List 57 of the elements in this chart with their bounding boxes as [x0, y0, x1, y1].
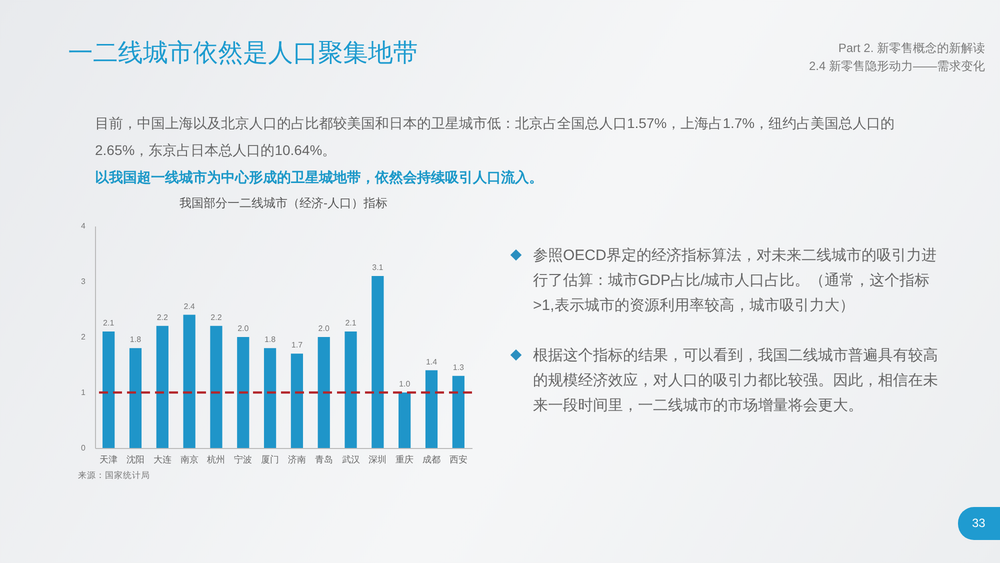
- x-tick-label: 西安: [449, 454, 468, 464]
- bar: [425, 370, 438, 448]
- y-tick-label: 1: [81, 388, 86, 397]
- text: 目前，中国上海以及北京人口的占比都较美国和日本的卫星城市低：北京占全国总人口1.57%，上海占1.7%，纽约占美国总人口的2.65%，东京占日本总人口的10.64%。: [95, 114, 896, 160]
- bar: [129, 348, 142, 448]
- y-tick-label: 2: [81, 332, 86, 342]
- x-tick-label: 南京: [180, 454, 198, 464]
- text: 33: [972, 516, 986, 531]
- x-tick-label: 杭州: [206, 454, 226, 464]
- bar: [237, 337, 250, 448]
- data-label: 2.2: [156, 312, 169, 322]
- x-tick-label: 大连: [153, 454, 172, 464]
- x-tick-label: 深圳: [368, 454, 387, 464]
- bar: [398, 392, 411, 448]
- text: Part 2. 新零售概念的新解读: [838, 40, 985, 57]
- bar: [318, 337, 330, 448]
- data-label: 3.1: [372, 262, 384, 272]
- text: 参照OECD界定的经济指标算法，对未来二线城市的吸引力进行了估算：城市GDP占比/城市人口占比。（通常，这个指标>1,表示城市的资源利用率较高，城市吸引力大）: [533, 246, 938, 316]
- x-tick-label: 厦门: [261, 454, 280, 464]
- bar: [156, 326, 168, 448]
- bar: [372, 276, 384, 448]
- data-label: 1.3: [452, 362, 465, 372]
- text: 根据这个指标的结果，可以看到，我国二线城市普遍具有较高的规模经济效应，对人口的吸引力都比较强。因此，相信在未来一段时间里，一二线城市的市场增量将会更大。: [533, 346, 939, 416]
- bar: [452, 376, 464, 448]
- x-tick-label: 沈阳: [126, 454, 144, 464]
- chart-subtitle: 我国部分一二线城市（经济-人口）指标: [180, 196, 388, 210]
- data-label: 2.2: [210, 312, 222, 322]
- bar: [290, 354, 304, 448]
- x-tick-label: 武汉: [342, 454, 360, 464]
- x-tick-label: 济南: [288, 454, 306, 464]
- data-label: 1.8: [264, 335, 276, 344]
- x-tick-label: 成都: [422, 454, 440, 464]
- data-label: 1.0: [399, 380, 411, 388]
- bar: [264, 348, 276, 448]
- chart-title: 一二线城市依然是人口聚集地带: [68, 38, 418, 69]
- data-label: 2.4: [184, 302, 196, 311]
- y-tick-label: 0: [81, 444, 86, 452]
- data-label: 1.8: [130, 335, 142, 344]
- text: 2.4 新零售隐形动力——需求变化: [808, 58, 985, 75]
- x-tick-label: 天津: [100, 454, 118, 464]
- bar: [344, 331, 357, 448]
- x-tick-label: 宁波: [234, 454, 252, 464]
- data-label: 1.4: [426, 357, 438, 366]
- data-label: 2.1: [103, 318, 115, 328]
- y-tick-label: 3: [81, 277, 86, 286]
- data-label: 2.0: [238, 324, 250, 333]
- data-label: 2.1: [345, 318, 357, 328]
- source-note: 来源：国家统计局: [78, 470, 150, 482]
- y-tick-label: 4: [81, 222, 86, 230]
- x-tick-label: 重庆: [396, 454, 414, 464]
- x-tick-label: 青岛: [314, 454, 333, 464]
- bar: [102, 331, 115, 448]
- text: 以我国超一线城市为中心形成的卫星城地带，依然会持续吸引人口流入。: [95, 168, 543, 187]
- data-label: 2.0: [318, 324, 330, 333]
- data-label: 1.7: [291, 340, 304, 350]
- bar: [210, 326, 222, 448]
- bar: [183, 314, 196, 448]
